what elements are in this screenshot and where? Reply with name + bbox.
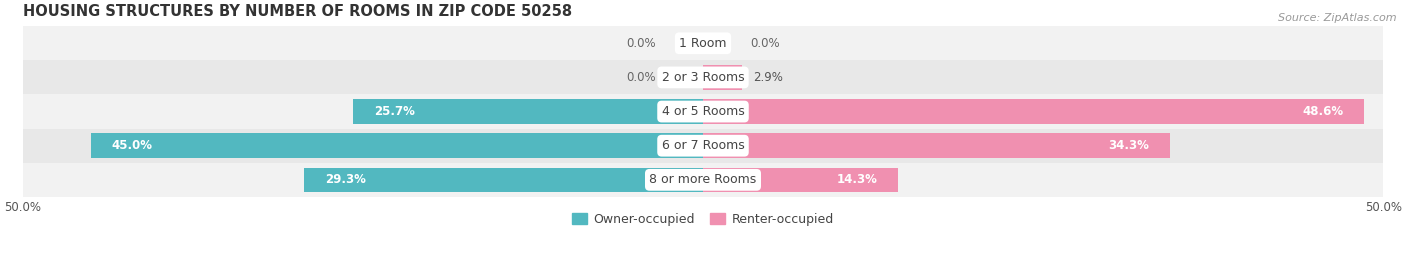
Bar (304, 168, 703, 192)
Text: 2.9%: 2.9% (754, 71, 783, 84)
Bar (703, 65, 742, 90)
Text: 48.6%: 48.6% (1303, 105, 1344, 118)
Bar (22, 129, 1384, 163)
Text: 25.7%: 25.7% (374, 105, 415, 118)
Bar (91, 133, 703, 158)
Text: HOUSING STRUCTURES BY NUMBER OF ROOMS IN ZIP CODE 50258: HOUSING STRUCTURES BY NUMBER OF ROOMS IN… (22, 4, 572, 19)
Text: 1 Room: 1 Room (679, 37, 727, 50)
Text: 6 or 7 Rooms: 6 or 7 Rooms (662, 139, 744, 152)
Bar (703, 168, 897, 192)
Bar (703, 99, 1364, 124)
Text: 0.0%: 0.0% (626, 37, 655, 50)
Bar (22, 60, 1384, 94)
Text: 4 or 5 Rooms: 4 or 5 Rooms (662, 105, 744, 118)
Text: 29.3%: 29.3% (325, 173, 366, 186)
Text: 2 or 3 Rooms: 2 or 3 Rooms (662, 71, 744, 84)
Legend: Owner-occupied, Renter-occupied: Owner-occupied, Renter-occupied (568, 208, 838, 231)
Bar (22, 26, 1384, 60)
Bar (22, 163, 1384, 197)
Bar (22, 94, 1384, 129)
Text: 8 or more Rooms: 8 or more Rooms (650, 173, 756, 186)
Text: 14.3%: 14.3% (837, 173, 877, 186)
Bar (353, 99, 703, 124)
Text: 45.0%: 45.0% (111, 139, 152, 152)
Text: Source: ZipAtlas.com: Source: ZipAtlas.com (1278, 13, 1396, 23)
Text: 34.3%: 34.3% (1108, 139, 1149, 152)
Bar (703, 133, 1170, 158)
Text: 0.0%: 0.0% (751, 37, 780, 50)
Text: 0.0%: 0.0% (626, 71, 655, 84)
